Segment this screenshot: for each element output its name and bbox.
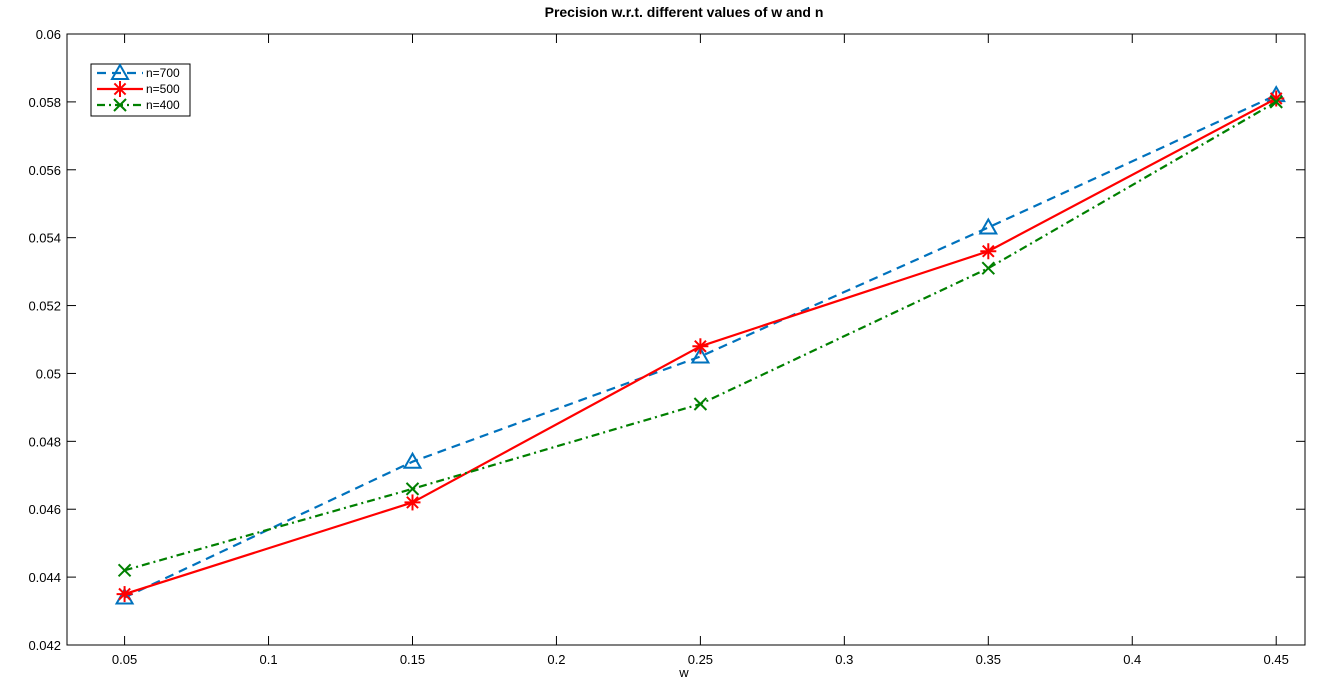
- x-tick-label: 0.05: [112, 652, 137, 667]
- y-tick-label: 0.042: [28, 638, 61, 653]
- legend-marker-n=400: [113, 98, 127, 112]
- data-point-n=700: [978, 217, 999, 235]
- series-line-n=400: [124, 100, 1277, 572]
- chart-title: Precision w.r.t. different values of w a…: [545, 4, 824, 20]
- y-tick-label: 0.052: [28, 299, 61, 314]
- axes: 0.05 0.1 0.15 0.2 0.25 0.3 0.35 0.4 0.45 0.042 0.0…: [28, 27, 1306, 667]
- legend-label: n=400: [146, 98, 180, 112]
- data-point-n=500: [404, 494, 421, 511]
- legend-label: n=700: [146, 66, 180, 80]
- x-tick-label: 0.4: [1123, 652, 1141, 667]
- data-point-n=700: [690, 346, 711, 364]
- plot-frame: [66, 33, 1306, 646]
- data-point-n=500: [116, 586, 133, 603]
- y-tick-label: 0.056: [28, 163, 61, 178]
- data-point-n=400: [1269, 95, 1283, 109]
- legend-label: n=500: [146, 82, 180, 96]
- data-point-n=700: [402, 451, 423, 469]
- y-tick-label: 0.05: [36, 366, 61, 381]
- y-tick-label: 0.06: [36, 27, 61, 42]
- y-tick-label: 0.044: [28, 570, 61, 585]
- data-point-n=400: [117, 563, 132, 578]
- data-point-n=500: [692, 338, 709, 355]
- x-tick-label: 0.15: [400, 652, 425, 667]
- y-tick-label: 0.048: [28, 434, 61, 449]
- data-point-n=500: [1268, 90, 1285, 107]
- legend: n=700 n=500 n=400: [90, 62, 191, 117]
- x-tick-label: 0.2: [547, 652, 565, 667]
- y-tick-label: 0.058: [28, 95, 61, 110]
- legend-marker-n=500: [112, 81, 128, 97]
- series-line-n=700: [124, 94, 1277, 599]
- x-tick-label: 0.35: [976, 652, 1001, 667]
- data-point-n=700: [114, 587, 135, 605]
- series-layer: [114, 85, 1286, 605]
- x-axis-label: w: [678, 665, 689, 679]
- x-tick-label: 0.3: [835, 652, 853, 667]
- y-tick-label: 0.054: [28, 231, 61, 246]
- data-point-n=500: [980, 243, 997, 260]
- y-tick-label: 0.046: [28, 502, 61, 517]
- data-point-n=400: [693, 397, 708, 411]
- data-point-n=400: [981, 261, 996, 275]
- x-tick-label: 0.1: [259, 652, 277, 667]
- legend-marker-n=700: [110, 62, 130, 80]
- x-tick-label: 0.25: [688, 652, 713, 667]
- data-point-n=400: [405, 482, 420, 496]
- x-tick-label: 0.45: [1264, 652, 1289, 667]
